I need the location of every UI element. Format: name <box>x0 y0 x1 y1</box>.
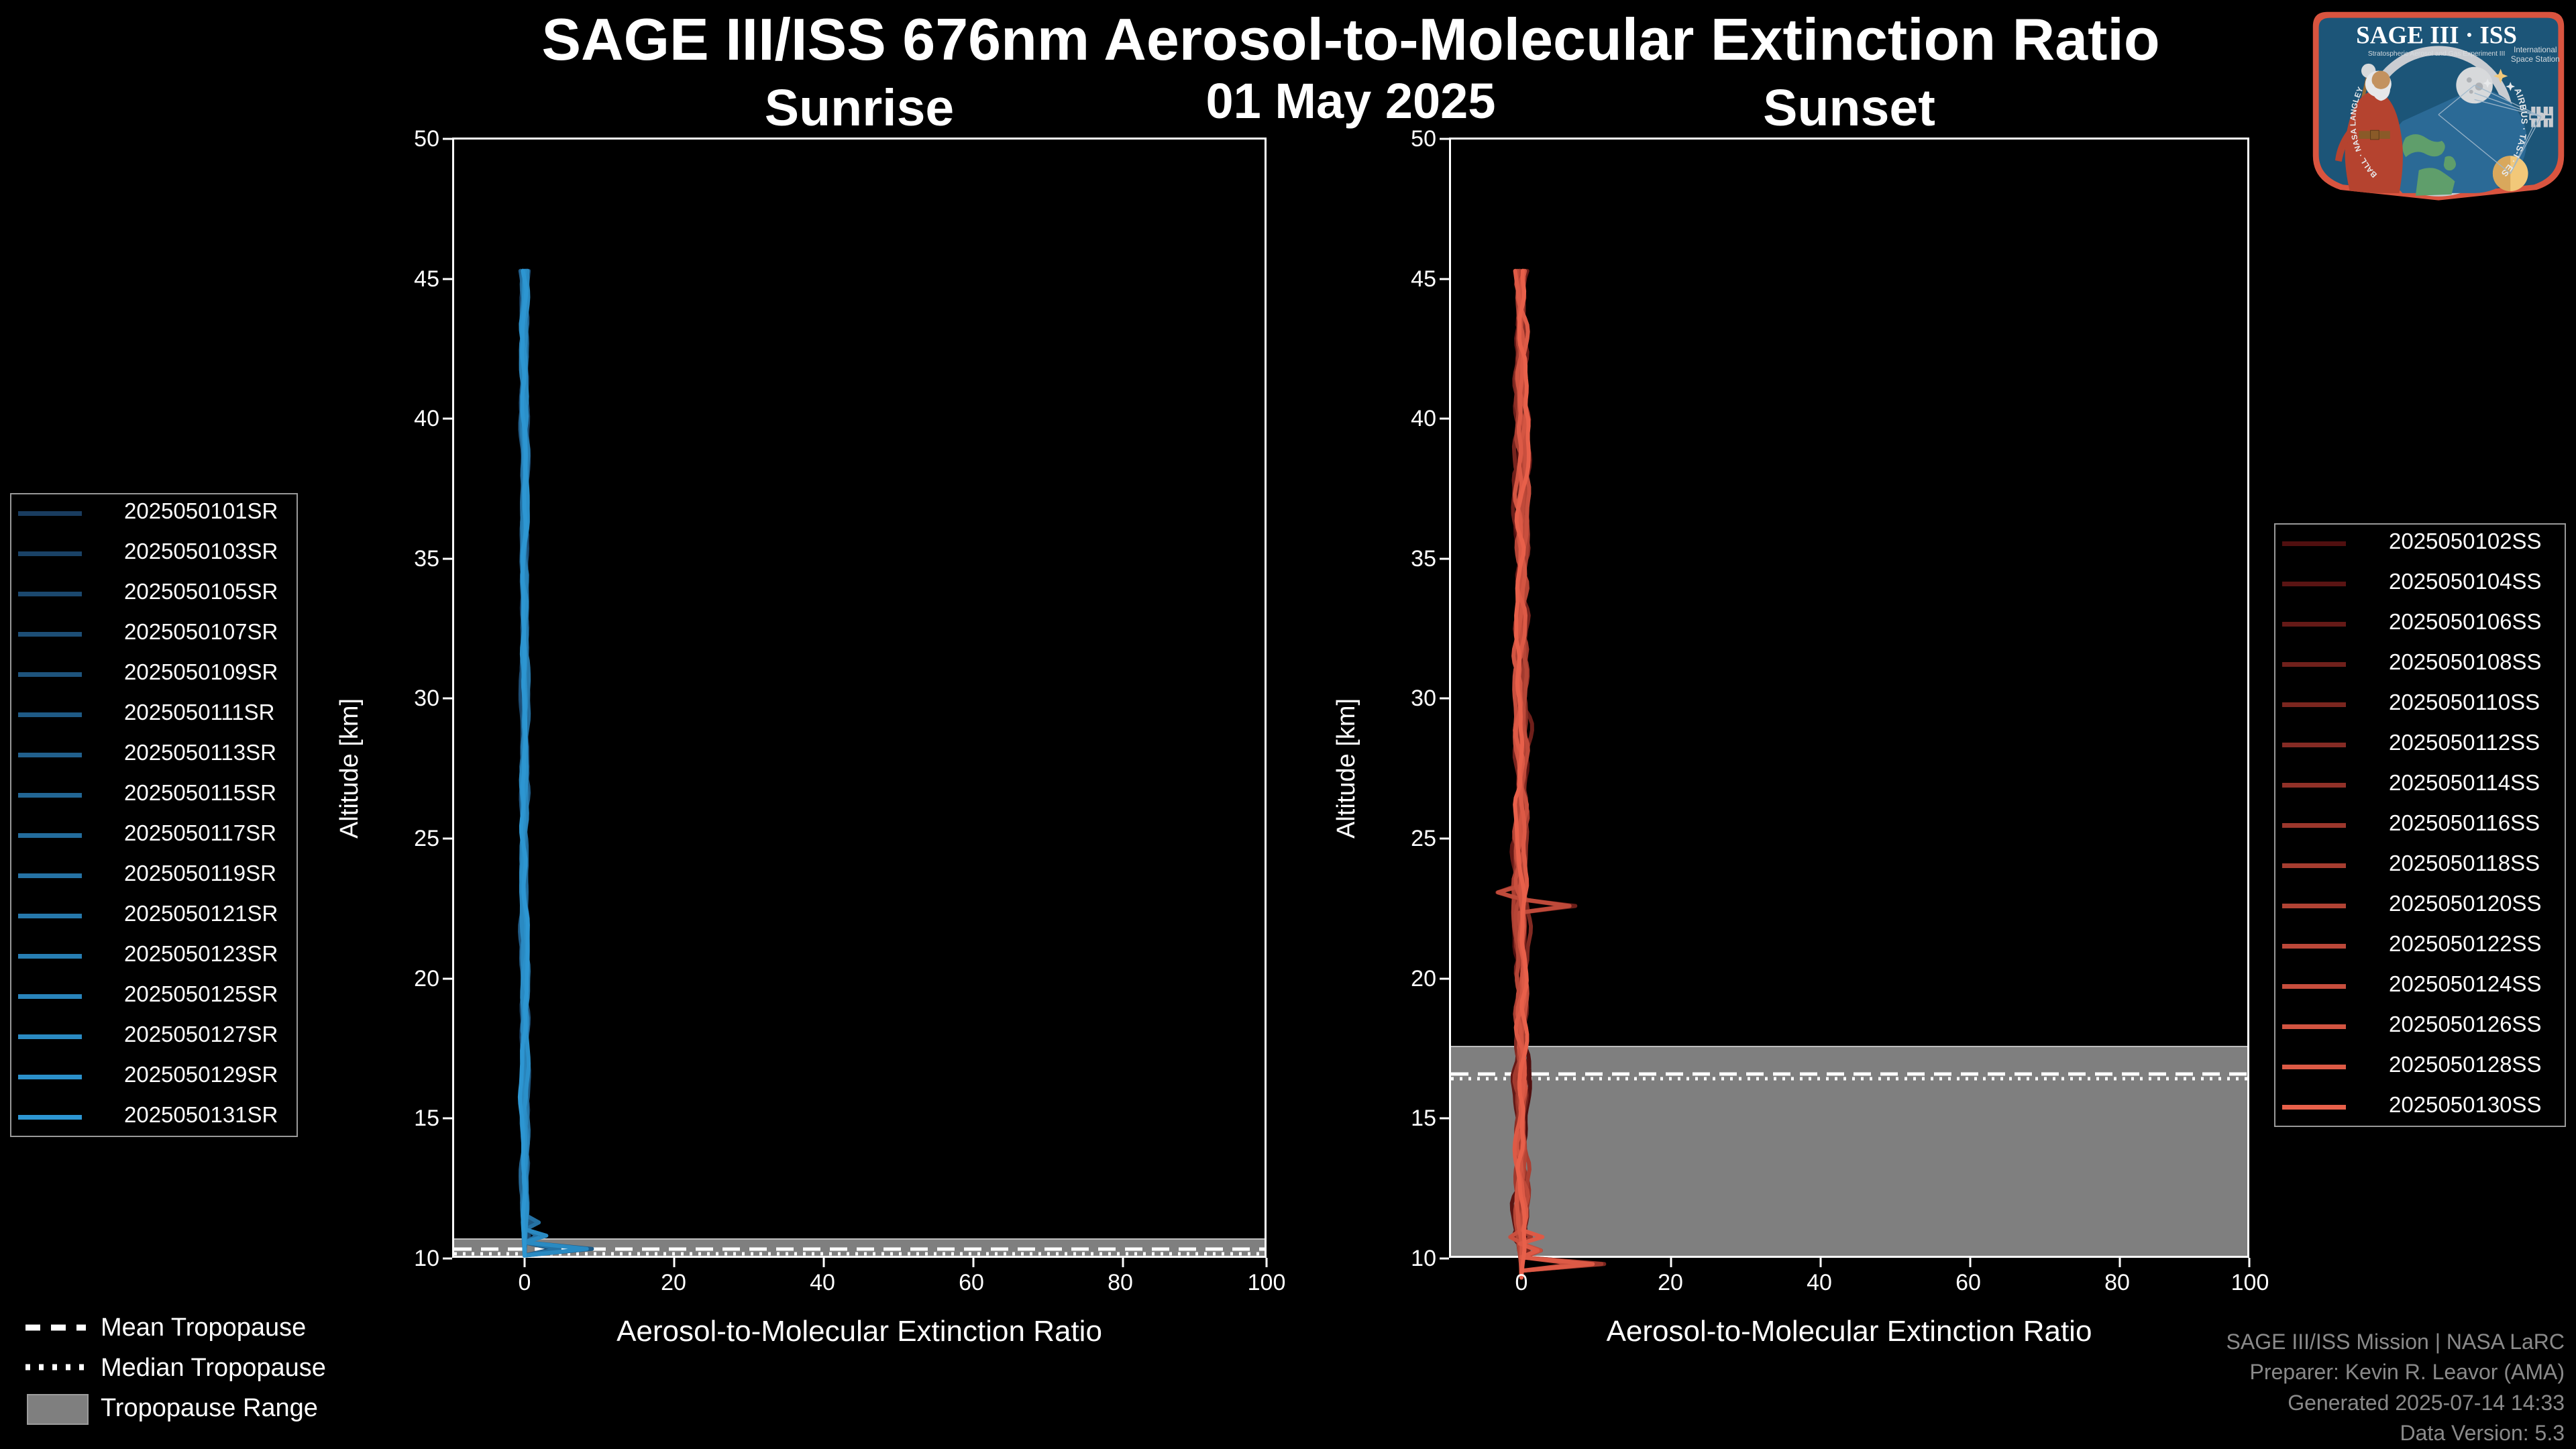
svg-text:International: International <box>2514 46 2557 54</box>
svg-text:SAGE III · ISS: SAGE III · ISS <box>2356 22 2517 50</box>
svg-text:Stratospheric Aerosol and Gas: Stratospheric Aerosol and Gas Experiment… <box>2368 50 2505 58</box>
svg-text:Space Station: Space Station <box>2511 55 2560 64</box>
